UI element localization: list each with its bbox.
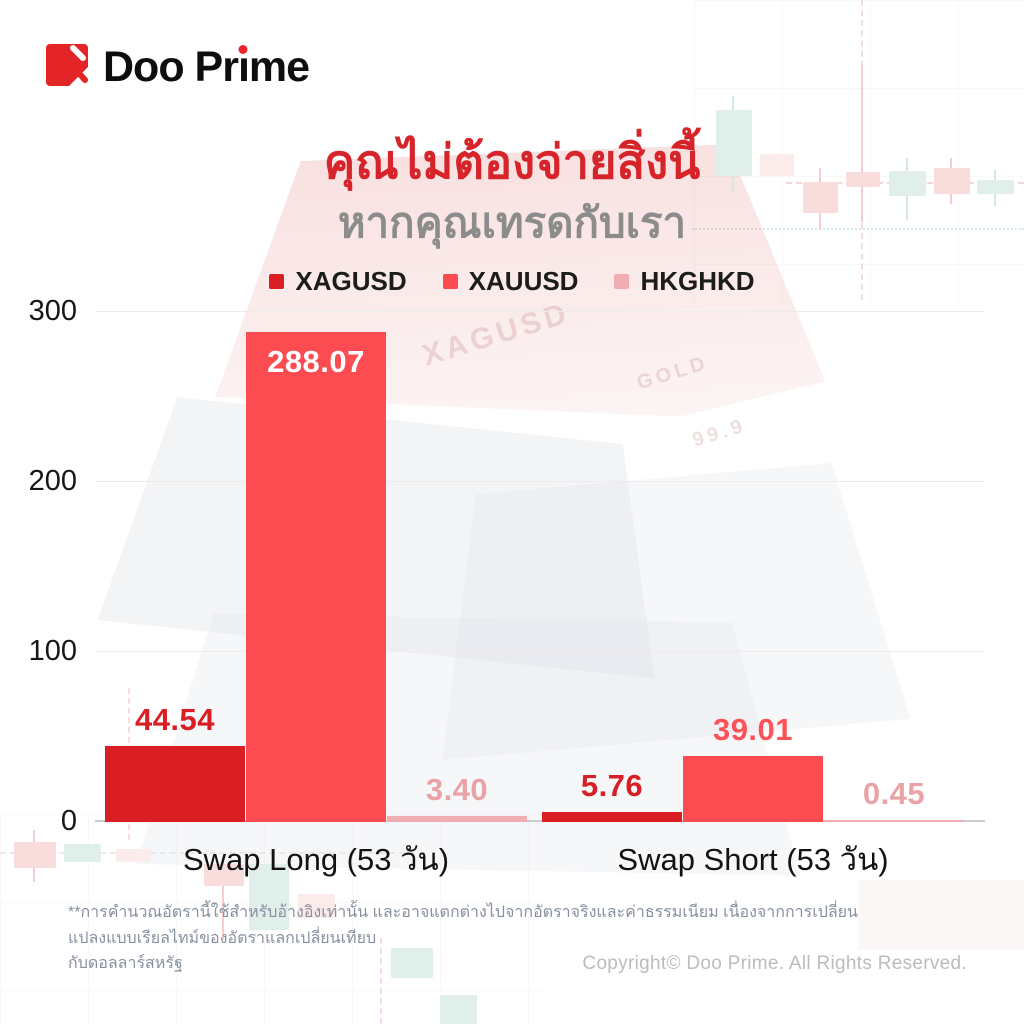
chart-bar-xauusd-swap-short — [683, 755, 823, 822]
chart-legend: XAGUSD XAUUSD HKGHKD — [0, 266, 1024, 297]
legend-item-hkghkd: HKGHKD — [614, 266, 755, 297]
legend-swatch — [442, 274, 458, 289]
legend-label: XAGUSD — [295, 266, 407, 296]
brand-logo: Doo Prıme — [46, 43, 310, 91]
legend-item-xagusd: XAGUSD — [269, 266, 407, 297]
y-tick-label-0: 0 — [60, 805, 77, 837]
y-tick-label-200: 200 — [28, 465, 77, 497]
chart-bar-xagusd-swap-short — [542, 812, 682, 822]
watermark-band — [858, 880, 1024, 950]
copyright-text: Copyright© Doo Prime. All Rights Reserve… — [582, 953, 967, 974]
doo-prime-logo-icon — [46, 44, 88, 91]
headline-line1: คุณไม่ต้องจ่ายสิ่งนี้ — [323, 135, 701, 188]
category-label-swap-long: Swap Long (53 วัน) — [182, 842, 450, 877]
footnote-line2: กับดอลลาร์สหรัฐ — [68, 955, 183, 973]
candlestick-decoration — [14, 842, 56, 868]
plot-area: 0 100 200 300 44.54 288.07 3.40 Swap Long (53 ว… — [29, 290, 985, 877]
gridline-100 — [95, 651, 985, 652]
candlestick-decoration — [64, 844, 101, 862]
candlestick-decoration — [249, 864, 289, 930]
headline-line2: หากคุณเทรดกับเรา — [337, 199, 687, 246]
y-tick-label-300: 300 — [28, 295, 77, 327]
candlestick-decoration — [440, 995, 477, 1024]
bar-value-label: 39.01 — [712, 711, 794, 747]
legend-item-xauusd: XAUUSD — [442, 266, 579, 297]
bar-value-label: 3.40 — [425, 772, 489, 808]
bar-value-label: 5.76 — [580, 768, 644, 804]
gridline-200 — [95, 481, 985, 482]
candlestick-decoration — [760, 154, 794, 176]
candlestick-decoration — [803, 182, 838, 213]
candlestick-decoration — [204, 864, 244, 886]
candlestick-decoration — [977, 180, 1014, 194]
chart-bar-hkghkd-swap-long — [387, 816, 527, 822]
brand-name-i: ı — [237, 43, 250, 91]
chart-bar-xauusd-swap-long — [246, 332, 386, 822]
candlestick-decoration — [391, 948, 433, 978]
chart-bar-hkghkd-swap-short — [824, 820, 964, 822]
candlestick-decoration — [889, 171, 926, 196]
footnote-line1: **การคำนวณอัตรานี้ใช้สำหรับอ้างอิงเท่านั… — [68, 904, 858, 947]
bar-value-label: 288.07 — [267, 344, 365, 380]
legend-label: HKGHKD — [640, 266, 755, 296]
brand-name-part: me — [248, 43, 310, 91]
dashed-line — [0, 852, 415, 854]
candlestick-decoration — [716, 110, 752, 176]
footnote: **การคำนวณอัตรานี้ใช้สำหรับอ้างอิงเท่านั… — [68, 900, 878, 977]
dotted-line — [692, 228, 1024, 230]
y-tick-label-100: 100 — [28, 635, 77, 667]
legend-label: XAUUSD — [468, 266, 579, 296]
candlestick-decoration — [934, 168, 970, 194]
brand-name: Doo Prıme — [103, 43, 310, 91]
candlestick-decoration — [116, 849, 151, 862]
candlestick-decoration — [298, 894, 335, 918]
category-label-swap-short: Swap Short (53 วัน) — [617, 842, 889, 877]
candlestick-wick — [861, 64, 863, 222]
candlestick-decoration — [846, 172, 880, 187]
legend-swatch — [269, 274, 285, 289]
dashed-line — [380, 938, 382, 1024]
candlestick-wick — [222, 858, 224, 940]
brand-name-part: Doo Pr — [103, 43, 239, 91]
gridline-0 — [95, 820, 985, 822]
gridline-300 — [95, 311, 985, 312]
bar-value-label: 0.45 — [862, 776, 926, 811]
chart-bar-xagusd-swap-long — [105, 746, 245, 822]
bar-value-label: 44.54 — [134, 702, 216, 738]
legend-swatch — [614, 274, 630, 289]
